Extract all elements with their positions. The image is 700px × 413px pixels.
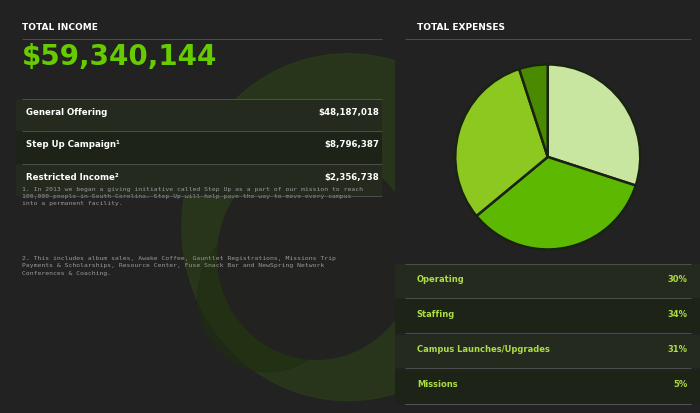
Text: $8,796,387: $8,796,387: [324, 140, 379, 150]
Text: Missions: Missions: [416, 380, 457, 389]
Text: General Offering: General Offering: [26, 108, 107, 117]
Bar: [395, 370, 700, 404]
Wedge shape: [455, 69, 547, 216]
Bar: [16, 164, 382, 196]
Bar: [395, 335, 700, 368]
Text: Step Up Campaign¹: Step Up Campaign¹: [26, 140, 120, 150]
Bar: [395, 264, 700, 298]
Text: Staffing: Staffing: [416, 310, 455, 319]
Wedge shape: [547, 64, 640, 185]
Circle shape: [218, 153, 415, 359]
Text: 30%: 30%: [668, 275, 688, 284]
Text: TOTAL EXPENSES: TOTAL EXPENSES: [416, 23, 505, 32]
Text: 5%: 5%: [673, 380, 688, 389]
Bar: [16, 99, 382, 131]
Text: $2,356,738: $2,356,738: [324, 173, 379, 182]
Circle shape: [182, 54, 514, 401]
Text: Campus Launches/Upgrades: Campus Launches/Upgrades: [416, 345, 550, 354]
Text: Operating: Operating: [416, 275, 465, 284]
Bar: [395, 299, 700, 333]
Text: 1. In 2013 we began a giving initiative called Step Up as a part of our mission : 1. In 2013 we began a giving initiative …: [22, 187, 363, 206]
Text: TOTAL INCOME: TOTAL INCOME: [22, 23, 97, 32]
Text: 34%: 34%: [668, 310, 688, 319]
Circle shape: [197, 223, 340, 372]
Text: $59,340,144: $59,340,144: [22, 43, 217, 71]
Text: 31%: 31%: [668, 345, 688, 354]
Wedge shape: [519, 64, 548, 157]
Text: Restricted Income²: Restricted Income²: [26, 173, 118, 182]
Bar: [16, 131, 382, 164]
Text: 2. This includes album sales, Awake Coffee, Gauntlet Registrations, Missions Tri: 2. This includes album sales, Awake Coff…: [22, 256, 335, 276]
Text: $48,187,018: $48,187,018: [318, 108, 379, 117]
Wedge shape: [477, 157, 636, 249]
